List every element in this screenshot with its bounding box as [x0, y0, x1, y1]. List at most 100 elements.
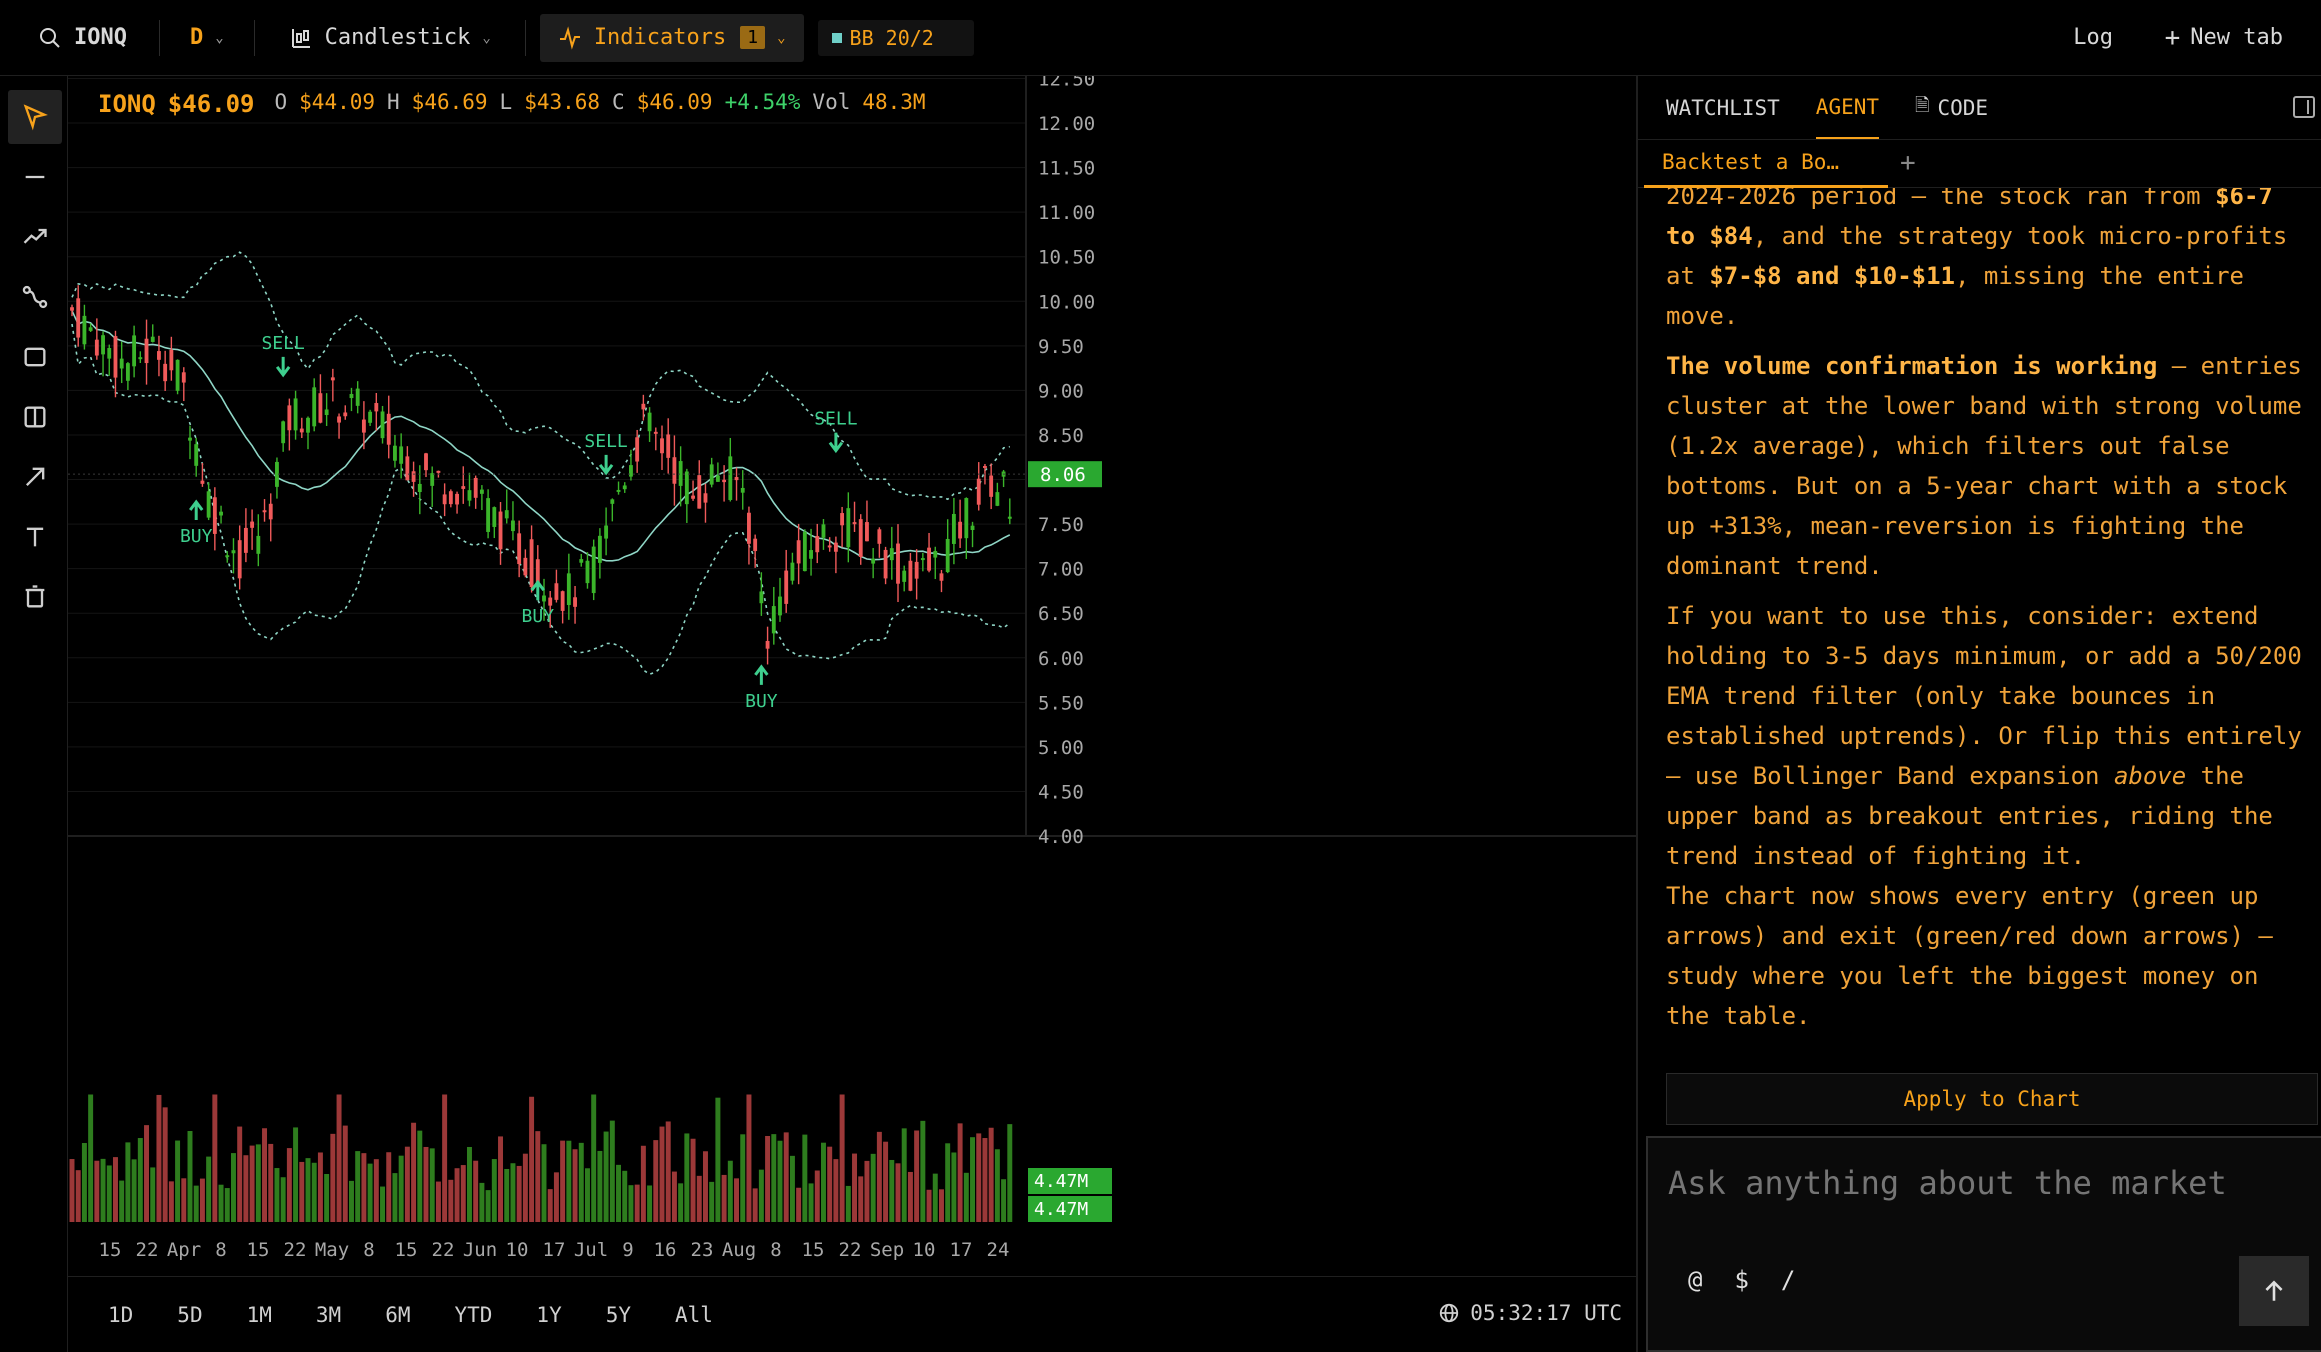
cursor-tool[interactable] — [8, 90, 62, 144]
candle-body — [486, 498, 491, 532]
trend-line-tool[interactable] — [8, 210, 62, 264]
time-tick-label: Jul — [574, 1239, 608, 1261]
tab-agent[interactable]: AGENT — [1815, 76, 1880, 139]
time-tick-label: 8 — [770, 1239, 781, 1261]
volume-bar — [547, 1189, 553, 1222]
collapse-panel-icon[interactable] — [2293, 96, 2315, 118]
candle-body — [560, 591, 565, 611]
chart-canvas[interactable]: 12.50 12.00 11.50 11.00 10.50 10.00 9.50 9.00 8.… — [68, 76, 1636, 1296]
delete-drawings-tool[interactable] — [8, 570, 62, 624]
volume-bar — [498, 1136, 504, 1222]
volume-bar — [746, 1094, 752, 1222]
candle-body — [306, 417, 310, 433]
candle-body — [132, 335, 137, 367]
search-icon — [40, 27, 60, 48]
text-tool[interactable] — [8, 510, 62, 564]
volume-bar — [870, 1153, 876, 1222]
buy-arrow-icon — [530, 579, 545, 601]
drawing-toolbar — [0, 76, 68, 1352]
legend-change: +4.54% — [724, 90, 801, 114]
candle-body — [597, 535, 602, 563]
volume-bar — [162, 1107, 168, 1222]
mention-button[interactable]: @ — [1688, 1266, 1703, 1294]
candle-body — [511, 520, 515, 532]
volume-bar — [578, 1142, 584, 1222]
volume-bar — [218, 1184, 224, 1222]
file-code-icon: 🗎 — [1915, 94, 1930, 116]
log-scale-toggle[interactable]: Log — [2055, 0, 2131, 75]
candle-body — [604, 525, 609, 539]
volume-bar — [845, 1185, 851, 1222]
indicators-button[interactable]: Indicators 1 ⌄ — [539, 13, 804, 62]
candle-body — [188, 437, 192, 441]
price-chart[interactable]: 12.50 12.00 11.50 11.00 10.50 10.00 9.50 9.00 8.… — [68, 76, 1636, 1296]
interval-dropdown[interactable]: D ⌄ — [160, 0, 254, 75]
volume-bar — [330, 1133, 336, 1222]
message-paragraph: The chart now shows every entry (green u… — [1666, 882, 2273, 1030]
timeframe-5y[interactable]: 5Y — [605, 1302, 632, 1327]
candle-body — [175, 359, 180, 391]
command-button[interactable]: / — [1780, 1266, 1796, 1294]
symbol-search[interactable]: IONQ — [0, 0, 159, 75]
timeframe-ytd[interactable]: YTD — [454, 1302, 493, 1327]
timeframe-6m[interactable]: 6M — [385, 1302, 411, 1327]
candle-body — [293, 398, 298, 431]
chart-type-dropdown[interactable]: Candlestick ⌄ — [255, 0, 525, 75]
chart-type-label: Candlestick — [324, 25, 471, 50]
timeframe-1d[interactable]: 1D — [108, 1302, 134, 1327]
path-tool[interactable] — [8, 270, 62, 324]
volume-bar — [230, 1153, 236, 1222]
last-price-badge — [1028, 461, 1102, 488]
candle-body — [951, 513, 956, 544]
horizontal-line-tool[interactable] — [8, 150, 62, 204]
candle-body — [678, 461, 683, 486]
candle-body — [256, 535, 261, 554]
candle-body — [759, 591, 764, 604]
timeframe-all[interactable]: All — [675, 1302, 713, 1327]
conversation-tab[interactable]: Backtest a Bo… — [1644, 140, 1888, 188]
candle-body — [709, 464, 714, 485]
rectangle-icon — [24, 347, 46, 367]
price-tick-label: 9.50 — [1038, 336, 1084, 358]
candle-body — [299, 428, 304, 433]
tab-code[interactable]: 🗎 CODE — [1915, 76, 1988, 139]
apply-to-chart-button[interactable]: Apply to Chart — [1666, 1073, 2318, 1125]
volume-bar — [727, 1160, 733, 1222]
candle-body — [157, 351, 161, 360]
timeframe-1m[interactable]: 1M — [246, 1302, 272, 1327]
volume-bar — [293, 1127, 299, 1222]
candle-body — [94, 339, 99, 356]
volume-bar — [311, 1162, 317, 1222]
send-button[interactable] — [2239, 1256, 2309, 1326]
volume-bar — [75, 1170, 81, 1222]
legend-symbol: IONQ — [98, 90, 156, 118]
volume-bar — [100, 1158, 106, 1222]
candle-body — [76, 298, 81, 338]
volume-bar — [112, 1157, 118, 1222]
split-panel-tool[interactable] — [8, 390, 62, 444]
volume-bar — [895, 1163, 901, 1222]
volume-bar — [740, 1134, 746, 1222]
candle-body — [479, 489, 484, 494]
timeframe-1y[interactable]: 1Y — [536, 1302, 562, 1327]
active-indicator-chip[interactable]: BB 20/2 — [817, 19, 974, 56]
candle-body — [753, 538, 758, 552]
volume-bar — [206, 1156, 212, 1222]
candle-body — [635, 437, 640, 462]
timeframe-5d[interactable]: 5D — [177, 1302, 203, 1327]
chat-input[interactable] — [1668, 1164, 2228, 1202]
arrow-tool[interactable] — [8, 450, 62, 504]
candle-body — [585, 560, 590, 584]
price-tick-label: 4.00 — [1038, 826, 1084, 848]
timeframe-3m[interactable]: 3M — [315, 1302, 342, 1327]
volume-bar — [852, 1153, 858, 1222]
tab-watchlist[interactable]: WATCHLIST — [1666, 95, 1780, 120]
legend-open-value: $44.09 — [299, 90, 376, 114]
candle-body — [927, 547, 931, 571]
timezone-clock[interactable]: 05:32:17 UTC — [1438, 1301, 1622, 1325]
rectangle-tool[interactable] — [8, 330, 62, 384]
time-tick-label: Sep — [870, 1239, 904, 1261]
ticker-button[interactable]: $ — [1734, 1266, 1749, 1294]
new-tab-button[interactable]: + New tab — [2147, 0, 2301, 75]
add-conversation-icon[interactable]: + — [1900, 148, 1916, 178]
